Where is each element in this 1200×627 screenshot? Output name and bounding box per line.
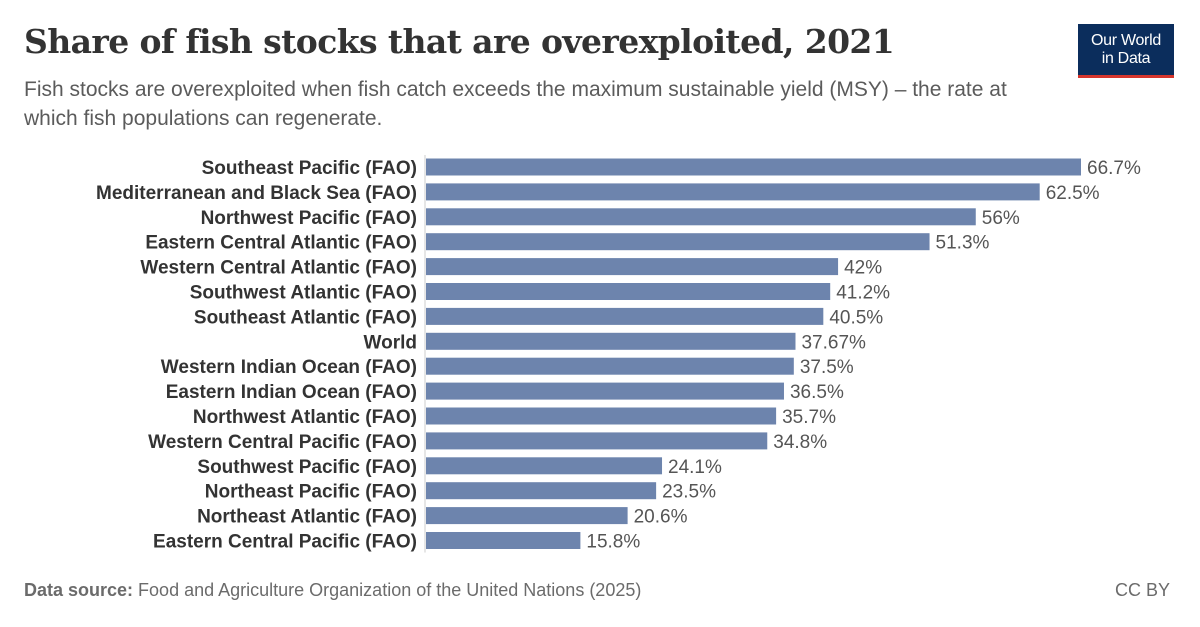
data-source: Data source: Food and Agriculture Organi… bbox=[24, 580, 641, 601]
value-label: 35.7% bbox=[782, 407, 836, 428]
category-label: Eastern Central Atlantic (FAO) bbox=[145, 233, 417, 254]
category-label: Northwest Atlantic (FAO) bbox=[193, 407, 417, 428]
logo-line-1: Our World bbox=[1091, 31, 1161, 49]
value-label: 24.1% bbox=[668, 457, 722, 478]
bar[interactable] bbox=[426, 532, 581, 549]
value-label: 15.8% bbox=[586, 532, 640, 553]
logo-line-2: in Data bbox=[1101, 49, 1151, 67]
value-label: 37.5% bbox=[800, 357, 854, 378]
category-label: Eastern Central Pacific (FAO) bbox=[153, 532, 417, 553]
category-label: Southeast Atlantic (FAO) bbox=[194, 307, 417, 328]
value-label: 56% bbox=[982, 208, 1020, 229]
bar[interactable] bbox=[426, 332, 796, 350]
bar[interactable] bbox=[426, 183, 1040, 201]
value-label: 41.2% bbox=[836, 283, 890, 304]
value-label: 51.3% bbox=[936, 233, 990, 254]
value-label: 42% bbox=[844, 258, 882, 279]
value-label: 34.8% bbox=[773, 432, 827, 453]
category-label: Northeast Pacific (FAO) bbox=[205, 482, 417, 503]
category-label: Southwest Pacific (FAO) bbox=[197, 457, 417, 478]
value-label: 62.5% bbox=[1046, 183, 1100, 204]
category-label: Western Central Pacific (FAO) bbox=[148, 432, 417, 453]
value-label: 20.6% bbox=[634, 507, 688, 528]
bar[interactable] bbox=[426, 407, 777, 425]
bar[interactable] bbox=[426, 357, 794, 375]
chart-subtitle: Fish stocks are overexploited when fish … bbox=[24, 78, 1007, 130]
category-label: Northeast Atlantic (FAO) bbox=[197, 507, 417, 528]
value-label: 37.67% bbox=[801, 332, 866, 353]
bar[interactable] bbox=[426, 382, 784, 400]
license-link[interactable]: CC BY bbox=[1114, 580, 1170, 600]
bar[interactable] bbox=[426, 432, 768, 450]
category-label: World bbox=[364, 332, 417, 353]
value-label: 23.5% bbox=[662, 482, 716, 503]
value-label: 40.5% bbox=[829, 307, 883, 328]
value-label: 66.7% bbox=[1087, 158, 1141, 179]
category-label: Mediterranean and Black Sea (FAO) bbox=[96, 183, 417, 204]
category-label: Western Indian Ocean (FAO) bbox=[161, 357, 417, 378]
bar[interactable] bbox=[426, 208, 976, 226]
owid-logo[interactable]: Our World in Data bbox=[1078, 24, 1174, 78]
data-source-text[interactable]: Food and Agriculture Organization of the… bbox=[133, 580, 642, 600]
category-label: Southeast Pacific (FAO) bbox=[202, 158, 417, 179]
bar[interactable] bbox=[426, 307, 824, 325]
bar[interactable] bbox=[426, 158, 1081, 176]
bar[interactable] bbox=[426, 233, 930, 251]
data-source-label: Data source: bbox=[24, 580, 134, 600]
value-label: 36.5% bbox=[790, 382, 844, 403]
category-label: Eastern Indian Ocean (FAO) bbox=[166, 382, 417, 403]
bar[interactable] bbox=[426, 258, 839, 276]
bar[interactable] bbox=[426, 507, 628, 525]
category-label: Western Central Atlantic (FAO) bbox=[140, 258, 417, 279]
chart-title: Share of fish stocks that are overexploi… bbox=[24, 22, 895, 61]
category-label: Northwest Pacific (FAO) bbox=[201, 208, 417, 229]
bar[interactable] bbox=[426, 283, 831, 300]
bar[interactable] bbox=[426, 457, 663, 475]
bar[interactable] bbox=[426, 482, 657, 500]
category-label: Southwest Atlantic (FAO) bbox=[190, 283, 417, 304]
